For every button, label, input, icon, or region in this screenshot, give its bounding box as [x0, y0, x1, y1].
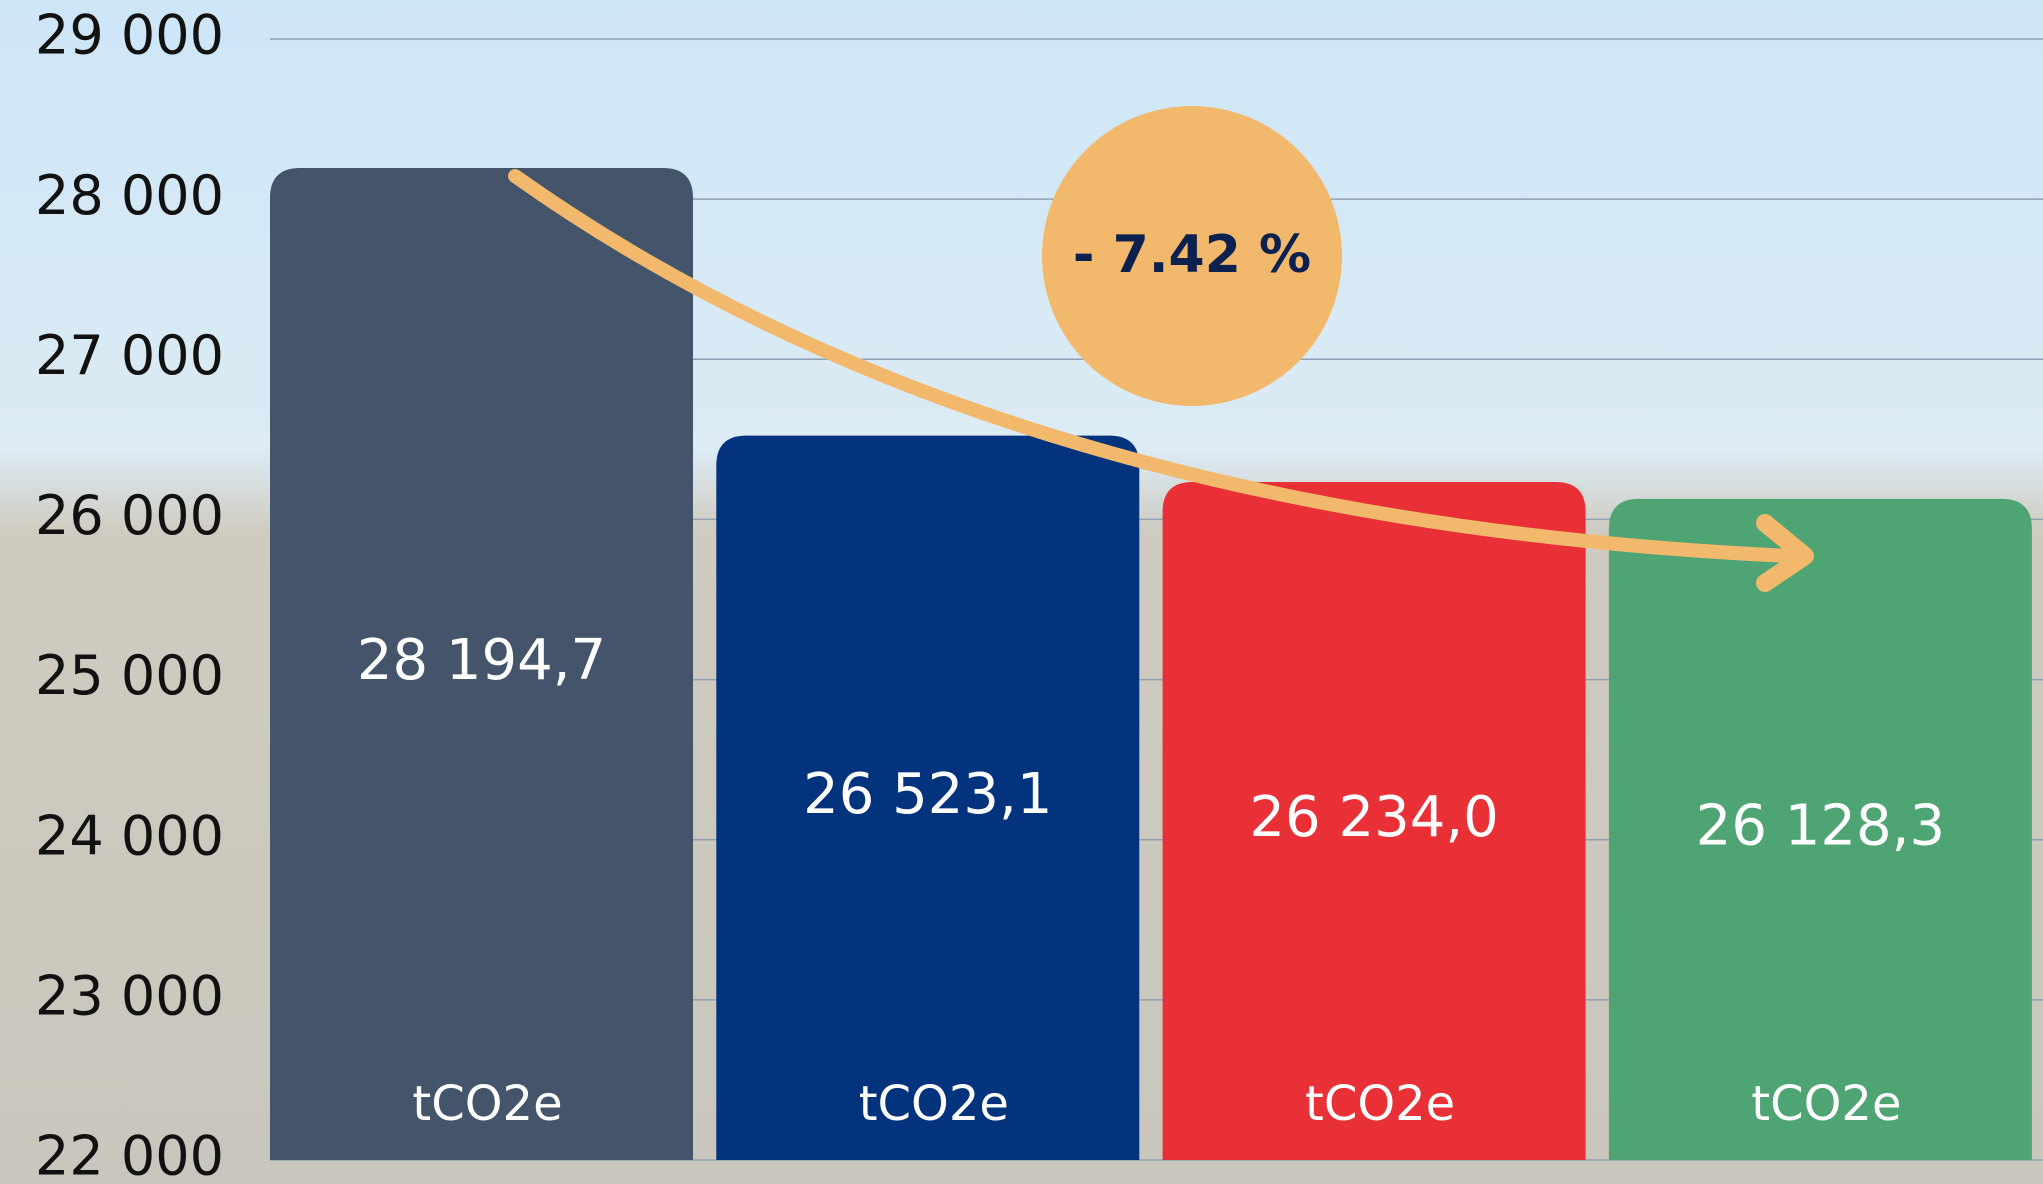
- value-label: 28 194,7: [357, 628, 606, 693]
- bar: [716, 435, 1140, 1160]
- unit-label: tCO2e: [412, 1076, 562, 1132]
- y-tick-label: 26 000: [35, 484, 224, 547]
- unit-label: tCO2e: [1751, 1076, 1901, 1132]
- value-label: 26 234,0: [1249, 785, 1498, 850]
- y-tick-label: 24 000: [35, 804, 224, 867]
- unit-label: tCO2e: [859, 1076, 1009, 1132]
- bar: [1608, 498, 2032, 1161]
- y-tick-label: 28 000: [35, 164, 224, 227]
- value-label: 26 523,1: [803, 762, 1052, 827]
- trend-arrow: [508, 169, 1797, 563]
- y-tick-label: 25 000: [35, 644, 224, 707]
- value-label: 26 128,3: [1696, 794, 1945, 859]
- unit-label: tCO2e: [1305, 1076, 1455, 1132]
- y-tick-label: 22 000: [35, 1125, 224, 1184]
- badge: [1042, 106, 1342, 406]
- arrow-head: [1756, 514, 1814, 592]
- change-annotation: - 7.42 %: [1073, 225, 1311, 285]
- y-tick-label: 23 000: [35, 964, 224, 1027]
- bar: [1162, 481, 1586, 1160]
- bar: [270, 167, 693, 1161]
- y-tick-label: 29 000: [35, 4, 224, 67]
- y-tick-label: 27 000: [35, 324, 224, 387]
